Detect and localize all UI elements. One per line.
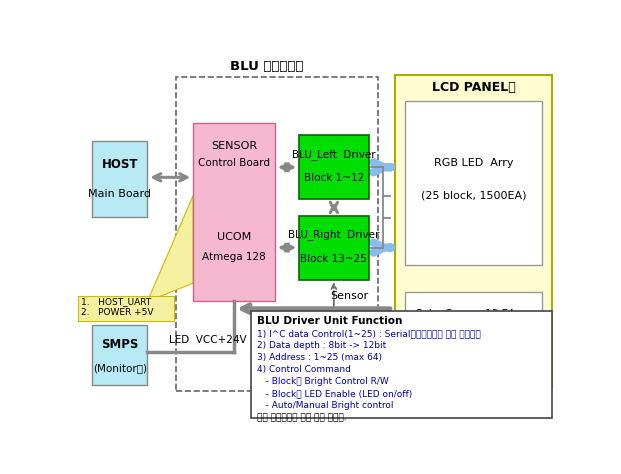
Text: UCOM: UCOM: [217, 232, 251, 242]
Text: BLU 구동회로부: BLU 구동회로부: [230, 60, 304, 73]
Text: 3) Address : 1~25 (max 64): 3) Address : 1~25 (max 64): [256, 353, 382, 362]
Text: 1.   HOST_UART: 1. HOST_UART: [81, 297, 152, 306]
Text: SENSOR: SENSOR: [211, 141, 257, 151]
Text: HOST: HOST: [101, 158, 138, 171]
Text: Block 1~12: Block 1~12: [304, 173, 364, 183]
FancyBboxPatch shape: [405, 100, 542, 265]
Text: 2.   POWER +5V: 2. POWER +5V: [81, 308, 154, 317]
Text: BLU_Right  Driver: BLU_Right Driver: [288, 229, 379, 240]
Text: Color Sensor:13 EA: Color Sensor:13 EA: [415, 309, 515, 319]
Text: 기타 프로토콜은 추후 협의 진행함.: 기타 프로토콜은 추후 협의 진행함.: [256, 413, 347, 422]
FancyBboxPatch shape: [92, 325, 147, 385]
FancyBboxPatch shape: [299, 136, 369, 199]
FancyBboxPatch shape: [78, 296, 174, 321]
Text: - Auto/Manual Bright control: - Auto/Manual Bright control: [256, 401, 393, 410]
Text: 2) Data depth : 8bit -> 12bit: 2) Data depth : 8bit -> 12bit: [256, 341, 386, 350]
Text: LCD PANEL부: LCD PANEL부: [432, 82, 515, 94]
FancyBboxPatch shape: [92, 141, 147, 218]
Text: Control Board: Control Board: [198, 158, 270, 168]
Text: - Block별 Bright Control R/W: - Block별 Bright Control R/W: [256, 377, 388, 386]
Text: Sensor: Sensor: [330, 291, 369, 301]
Text: (Monitor부): (Monitor부): [93, 363, 147, 373]
Text: 4) Control Command: 4) Control Command: [256, 365, 350, 374]
Text: SMPS: SMPS: [101, 338, 138, 351]
Text: Thermal: Thermal: [415, 326, 458, 336]
Text: LED  VCC+24V: LED VCC+24V: [169, 335, 247, 345]
FancyBboxPatch shape: [251, 310, 551, 418]
Text: Sensor:2EA: Sensor:2EA: [415, 342, 474, 352]
Text: BLU Driver Unit Function: BLU Driver Unit Function: [256, 317, 402, 327]
FancyBboxPatch shape: [396, 75, 551, 387]
Text: 1) I^C data Control(1~25) : Serial통신방식으로 하고 추후협의: 1) I^C data Control(1~25) : Serial통신방식으로…: [256, 329, 481, 338]
Text: - Block별 LED Enable (LED on/off): - Block별 LED Enable (LED on/off): [256, 389, 412, 398]
Polygon shape: [147, 196, 193, 301]
Text: Atmega 128: Atmega 128: [202, 252, 266, 262]
Text: BLU_Left  Driver: BLU_Left Driver: [292, 149, 376, 160]
FancyBboxPatch shape: [405, 292, 542, 378]
FancyBboxPatch shape: [193, 123, 275, 301]
Text: RGB LED  Arry: RGB LED Arry: [433, 158, 513, 168]
Text: Block 13~25: Block 13~25: [301, 254, 368, 264]
Text: Main Board: Main Board: [88, 189, 152, 199]
Text: (25 block, 1500EA): (25 block, 1500EA): [420, 191, 526, 201]
FancyBboxPatch shape: [299, 216, 369, 280]
